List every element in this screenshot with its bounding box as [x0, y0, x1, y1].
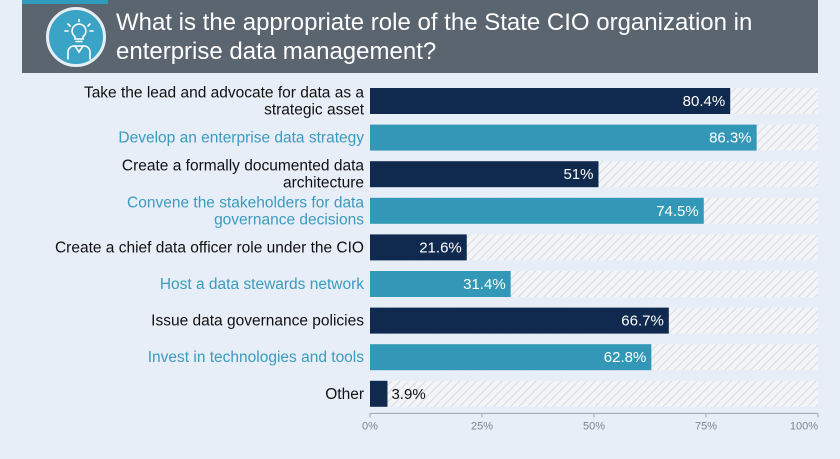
- bar: [370, 380, 388, 407]
- x-tick-label: 25%: [471, 420, 493, 432]
- bar: [370, 234, 467, 261]
- category-label: governance decisions: [214, 211, 364, 228]
- bar-row: Develop an enterprise data strategy 86.3%: [118, 124, 818, 151]
- bar-row: Other 3.9%: [325, 380, 818, 407]
- value-label: 86.3%: [709, 130, 752, 147]
- x-tick-label: 0%: [362, 420, 378, 432]
- category-label: Invest in technologies and tools: [148, 349, 365, 366]
- value-label: 62.8%: [604, 349, 647, 366]
- category-label: Convene the stakeholders for data: [127, 194, 364, 211]
- category-label: strategic asset: [264, 102, 365, 119]
- bar: [370, 271, 511, 297]
- value-label: 51%: [563, 166, 593, 183]
- x-tick-label: 100%: [790, 420, 818, 432]
- bar-row: Issue data governance policies 66.7%: [151, 307, 818, 334]
- category-label: Host a data stewards network: [160, 276, 364, 293]
- category-label: Create a chief data officer role under t…: [55, 239, 364, 256]
- value-label: 3.9%: [391, 386, 425, 403]
- bar-row: Host a data stewards network 31.4%: [160, 271, 818, 297]
- header-bar: What is the appropriate role of the Stat…: [22, 0, 818, 73]
- bar: [370, 124, 757, 151]
- value-label: 66.7%: [621, 313, 664, 330]
- x-tick-label: 50%: [583, 420, 605, 432]
- category-label: architecture: [283, 175, 364, 192]
- bar: [370, 88, 731, 114]
- value-label: 74.5%: [656, 203, 699, 220]
- bar-track: [370, 380, 818, 407]
- value-label: 80.4%: [683, 93, 726, 110]
- bar-row: Create a formally documented dataarchite…: [122, 158, 818, 192]
- bar: [370, 344, 652, 371]
- value-label: 31.4%: [463, 276, 506, 293]
- chart-title: What is the appropriate role of the Stat…: [116, 9, 753, 65]
- bar-row: Invest in technologies and tools 62.8%: [148, 344, 818, 371]
- bar: [370, 197, 704, 224]
- bar: [370, 307, 669, 334]
- bar-row: Take the lead and advocate for data as a…: [84, 85, 818, 119]
- value-label: 21.6%: [419, 239, 462, 256]
- bar-row: Convene the stakeholders for datagoverna…: [127, 194, 818, 228]
- x-tick-label: 75%: [695, 420, 717, 432]
- bar-row: Create a chief data officer role under t…: [55, 234, 818, 261]
- category-label: Create a formally documented data: [122, 158, 364, 175]
- header-accent-strip: [22, 0, 108, 4]
- bar: [370, 161, 599, 188]
- category-label: Other: [325, 386, 364, 403]
- category-label: Develop an enterprise data strategy: [118, 130, 364, 147]
- category-label: Issue data governance policies: [151, 313, 364, 330]
- lightbulb-person-icon: [46, 7, 106, 67]
- category-label: Take the lead and advocate for data as a: [84, 85, 364, 102]
